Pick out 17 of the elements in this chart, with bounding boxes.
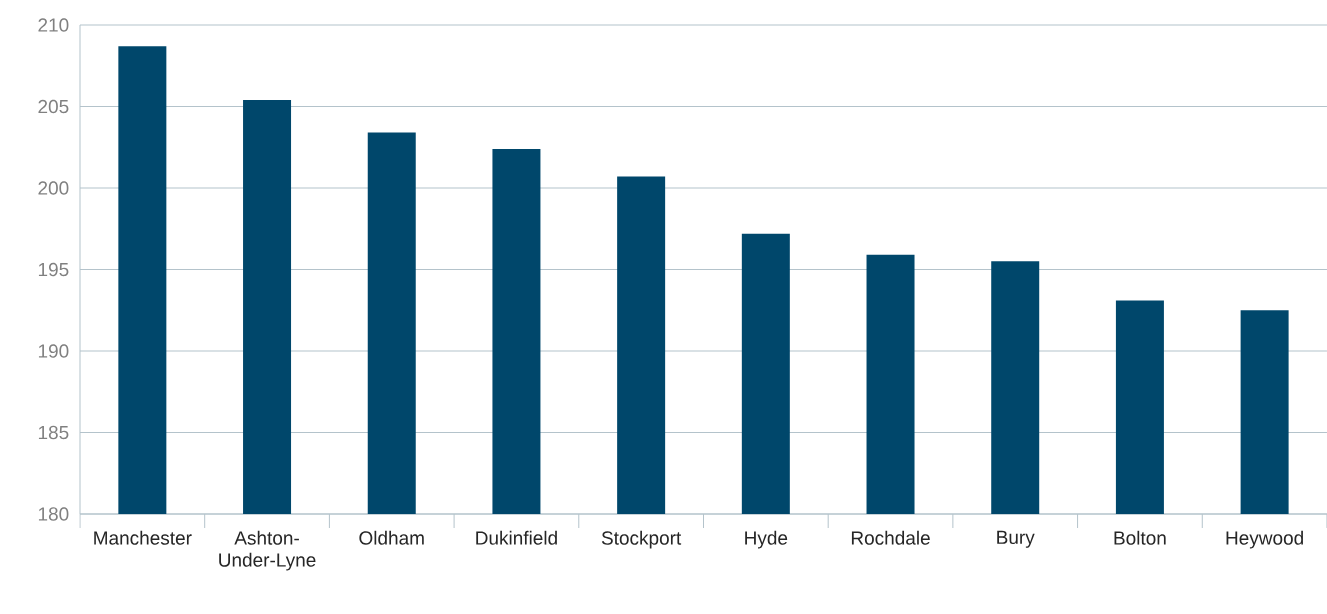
y-tick-label: 180 [38, 507, 69, 521]
x-tick-label: Hyde [745, 530, 788, 549]
x-tick-label: Bolton [1114, 530, 1166, 545]
x-tick-label: Bury [997, 530, 1035, 548]
y-tick-label: 200 [38, 181, 69, 195]
y-tick-label: 190 [38, 344, 69, 358]
y-tick-label: 185 [38, 425, 69, 440]
y-tick-label: 205 [38, 99, 69, 114]
x-tick-label: Stockport [601, 530, 682, 549]
x-tick-label: Manchester [94, 530, 192, 545]
y-tick-label: 195 [38, 262, 69, 277]
x-tick-label: Rochdale [851, 530, 930, 545]
x-tick-label: Ashton-Under-Lyne [219, 530, 316, 571]
y-tick-label: 210 [38, 18, 69, 32]
x-tick-label: Heywood [1226, 530, 1303, 549]
x-tick-label: Dukinfield [476, 530, 557, 545]
x-tick-label: Oldham [359, 530, 424, 545]
